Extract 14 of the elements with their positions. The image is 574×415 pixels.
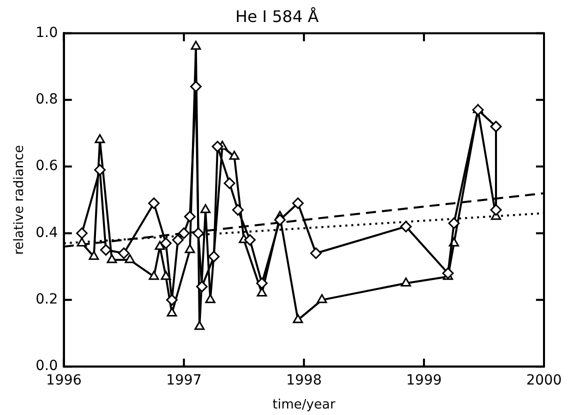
x-axis-title: time/year	[272, 398, 336, 413]
y-tick-label: 1.0	[36, 24, 58, 41]
y-axis-title: relative radiance	[12, 145, 28, 255]
y-tick-label: 0.6	[36, 158, 58, 174]
x-tick-label: 2000	[526, 372, 562, 389]
y-tick-label: 0.2	[36, 292, 58, 308]
x-tick-label: 1997	[166, 372, 202, 389]
x-tick-label: 1998	[286, 372, 322, 389]
chart-title: He I 584 Å	[235, 6, 319, 26]
x-tick-label: 1999	[406, 372, 442, 389]
y-tick-label: 0.0	[36, 358, 58, 374]
x-tick-label: 1996	[46, 372, 82, 389]
y-tick-label: 0.8	[36, 92, 58, 108]
y-tick-label: 0.4	[36, 224, 58, 241]
